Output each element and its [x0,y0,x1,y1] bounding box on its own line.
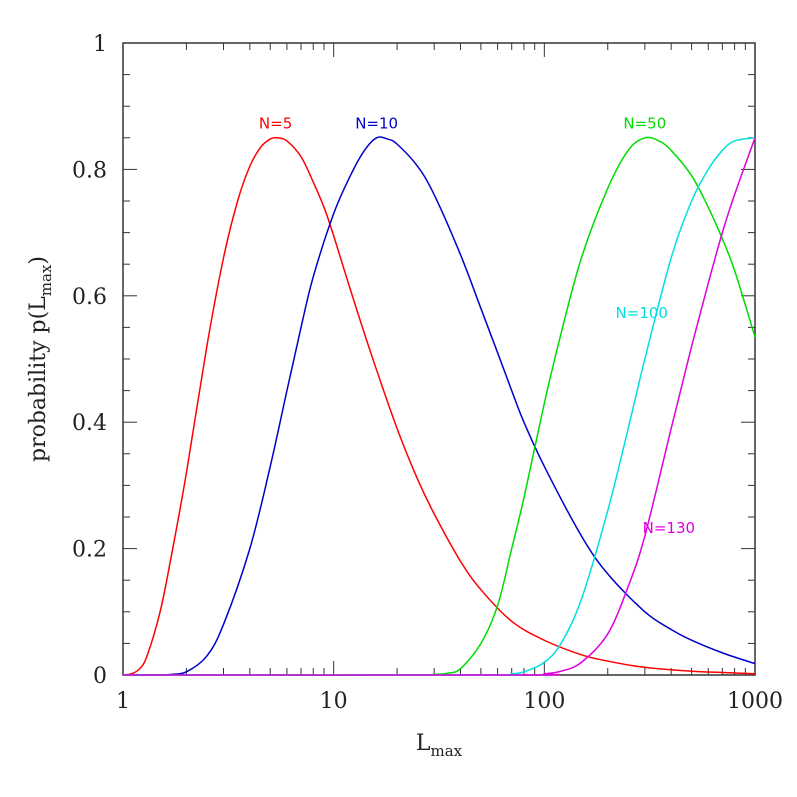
series-label: N=10 [355,114,398,132]
y-tick-label: 0 [93,664,107,689]
x-tick-label: 10 [320,689,348,714]
y-tick-label: 0.2 [72,538,107,563]
series-label: N=100 [616,304,668,322]
y-tick-label: 0.6 [72,285,107,310]
y-axis-label-subscript: max [37,264,55,296]
series-line-n-130 [122,137,756,676]
plot-frame [122,42,756,676]
axis-ticks [122,42,755,676]
x-axis-label-main: L [416,731,431,756]
series-line-n-50 [122,136,756,676]
series-line-n-100 [122,137,756,676]
series-label: N=50 [623,114,666,132]
y-axis-label-main: probability p(L [26,296,51,462]
series-line-n-5 [122,136,756,676]
y-tick-label: 1 [93,32,107,57]
x-tick-label: 1000 [727,689,783,714]
y-axis-label-close: ) [26,256,51,265]
series-labels: N=5 N=10 N=50 N=100 N=130 [259,114,695,536]
y-axis-label: probability p(Lmax) [26,256,55,462]
y-tick-label: 0.4 [72,411,107,436]
x-tick-label: 1 [116,689,130,714]
y-tick-label: 0.8 [72,158,107,183]
x-tick-label: 100 [523,689,565,714]
x-axis-label: Lmax [416,731,463,760]
x-axis-label-subscript: max [430,742,462,760]
series-line-n-10 [122,136,756,676]
plot-curves [122,136,756,676]
series-label: N=5 [259,114,292,132]
series-label: N=130 [643,519,695,537]
axis-tick-labels: 1 10 100 1000 0 0.2 0.4 0.6 0.8 1 [72,32,783,714]
